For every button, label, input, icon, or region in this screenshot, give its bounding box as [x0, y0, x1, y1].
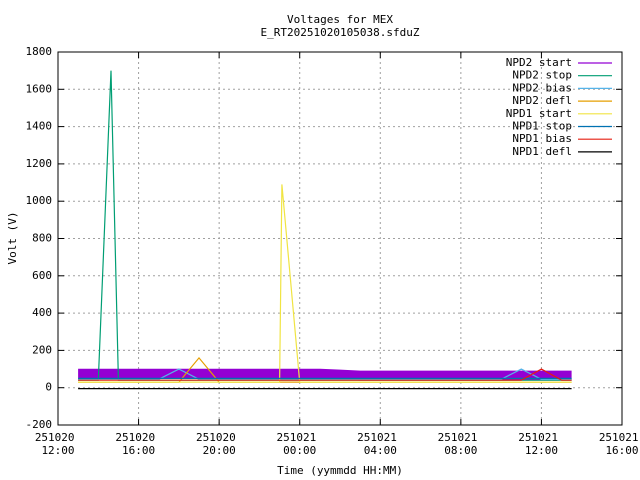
y-tick-label: 1200	[26, 157, 53, 170]
x-tick-label: 251020 12:00	[35, 431, 81, 457]
series-line	[78, 368, 572, 381]
legend-label: NPD2 defl	[512, 94, 572, 107]
series-line	[78, 184, 572, 383]
y-tick-label: 600	[32, 269, 52, 282]
legend-label: NPD1 start	[506, 107, 572, 120]
x-axis-label: Time (yymmdd HH:MM)	[277, 464, 403, 477]
y-tick-label: 1000	[26, 194, 53, 207]
x-tick-label: 251020 20:00	[196, 431, 242, 457]
x-tick-label: 251021 12:00	[518, 431, 564, 457]
chart-title: Voltages for MEX	[287, 13, 393, 26]
y-tick-label: 400	[32, 306, 52, 319]
x-tick-label: 251020 16:00	[115, 431, 161, 457]
y-tick-label: 1600	[26, 82, 53, 95]
series-line	[78, 70, 572, 381]
series-line	[78, 368, 572, 380]
plot-frame	[57, 51, 623, 426]
legend-label: NPD2 stop	[512, 69, 572, 82]
y-tick-label: 800	[32, 232, 52, 245]
y-tick-label: 200	[32, 343, 52, 356]
legend-label: NPD2 start	[506, 56, 572, 69]
y-tick-label: 1400	[26, 120, 53, 133]
y-axis-label: Volt (V)	[6, 212, 19, 265]
legend-label: NPD1 bias	[512, 132, 572, 145]
y-tick-label: 1800	[26, 45, 53, 58]
x-tick-label: 251021 08:00	[438, 431, 484, 457]
y-tick-label: 0	[45, 381, 52, 394]
series-line	[78, 368, 572, 381]
legend-label: NPD1 stop	[512, 120, 572, 133]
x-tick-label: 251021 00:00	[277, 431, 323, 457]
chart-subtitle: E_RT20251020105038.sfduZ	[261, 26, 420, 39]
y-tick-label: -200	[26, 418, 53, 431]
legend-label: NPD1 defl	[512, 145, 572, 158]
x-tick-label: 251021 16:00	[599, 431, 640, 457]
legend-label: NPD2 bias	[512, 81, 572, 94]
x-tick-label: 251021 04:00	[357, 431, 403, 457]
